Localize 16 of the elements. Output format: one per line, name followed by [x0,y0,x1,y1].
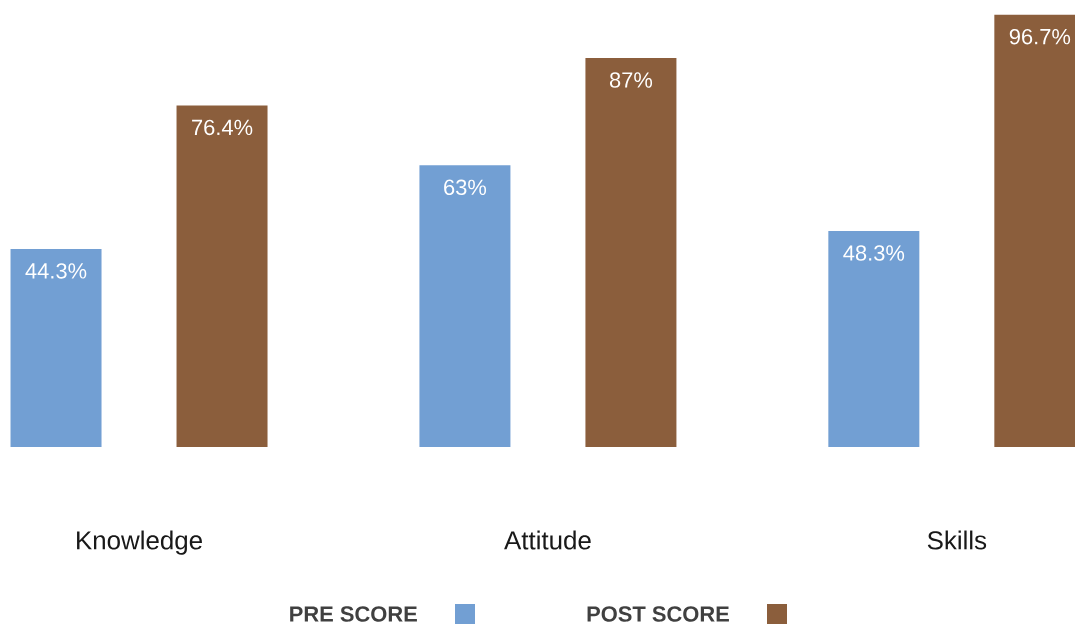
x-tick-label: Attitude [504,530,591,550]
data-label: 87% [609,72,653,88]
bar [419,165,511,447]
bar [828,231,920,447]
legend-label: POST SCORE [587,606,729,622]
data-label: 63% [444,179,487,196]
bar [10,248,102,447]
data-label: 96.7% [1009,28,1071,45]
legend-label: PRE SCORE [290,606,417,622]
data-label: 76.4% [192,119,253,136]
data-label: 44.3% [25,263,87,279]
x-tick-label: Knowledge [77,530,202,555]
data-label: 48.3% [843,245,905,261]
x-tick-label: Skills [927,530,987,550]
bar [585,58,677,447]
bar [176,105,268,447]
